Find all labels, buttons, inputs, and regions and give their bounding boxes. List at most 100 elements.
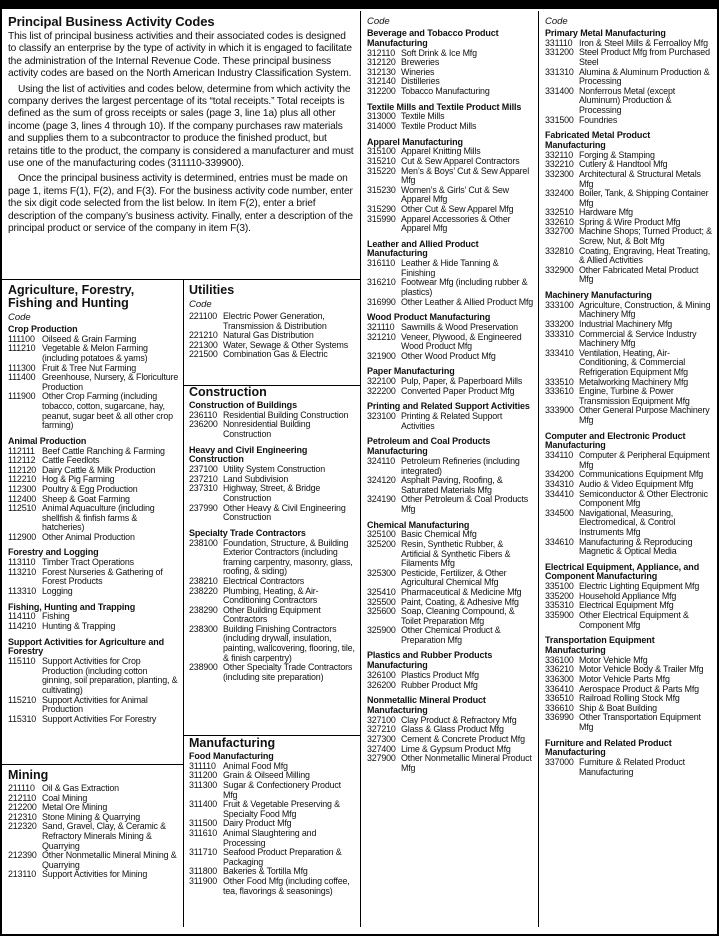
activity-description: Railroad Rolling Stock Mfg bbox=[579, 693, 680, 704]
activity-code-row: 221210 Natural Gas Distribution bbox=[189, 331, 356, 341]
activity-description: Other Chemical Product & Preparation Mfg bbox=[401, 625, 501, 645]
activity-group: Construction of Buildings 236110 Residenti… bbox=[189, 400, 356, 440]
activity-code-row: 321900 Other Wood Product Mfg bbox=[367, 351, 534, 362]
activity-code: 315210 bbox=[367, 155, 396, 166]
activity-code: 325900 bbox=[367, 625, 396, 636]
group-title: Plastics and Rubber Products Manufacturi… bbox=[367, 650, 493, 671]
activity-code-row: 324110 Petroleum Refineries (including in… bbox=[367, 456, 534, 476]
activity-description: Computer & Peripheral Equipment Mfg bbox=[579, 450, 710, 470]
activity-code-row: 325900 Other Chemical Product & Preparati… bbox=[367, 625, 534, 645]
activity-code: 315220 bbox=[367, 165, 396, 176]
activity-code-row: 332610 Spring & Wire Product Mfg bbox=[545, 217, 713, 228]
activity-description: Tobacco Manufacturing bbox=[401, 85, 490, 96]
activity-code-row: 327400 Lime & Gypsum Product Mfg bbox=[367, 743, 534, 755]
activity-description: Household Appliance Mfg bbox=[579, 590, 677, 601]
divider bbox=[2, 764, 183, 765]
group-title: Primary Metal Manufacturing bbox=[545, 28, 666, 38]
activity-code: 115110 bbox=[8, 656, 36, 667]
activity-code-row: 333310 Commercial & Service Industry Mach… bbox=[545, 329, 713, 349]
activity-code-row: 113310 Logging bbox=[8, 586, 179, 597]
activity-code-row: 332510 Hardware Mfg bbox=[545, 208, 713, 218]
activity-code: 112120 bbox=[8, 464, 37, 475]
activity-code-row: 321210 Veneer, Plywood, & Engineered Wood… bbox=[367, 332, 534, 352]
activity-code: 331500 bbox=[545, 114, 574, 125]
activity-description: Beef Cattle Ranching & Farming bbox=[42, 445, 165, 456]
activity-code-row: 236200 Nonresidential Building Constructi… bbox=[189, 420, 356, 439]
activity-description: Lime & Gypsum Product Mfg bbox=[401, 743, 511, 754]
activity-code-row: 333200 Industrial Machinery Mfg bbox=[545, 319, 713, 330]
activity-group: Food Manufacturing 311110 Animal Food Mfg 3… bbox=[189, 751, 356, 896]
activity-code-row: 311800 Bakeries & Tortilla Mfg bbox=[189, 867, 356, 877]
activity-code: 321110 bbox=[367, 322, 395, 333]
activity-code-row: 332900 Other Fabricated Metal Product Mfg bbox=[545, 265, 713, 285]
activity-code-row: 111210 Vegetable & Melon Farming (includi… bbox=[8, 344, 179, 363]
activity-code: 314000 bbox=[367, 120, 396, 131]
group-title: Specialty Trade Contractors bbox=[189, 527, 306, 538]
activity-code: 322100 bbox=[367, 376, 396, 387]
activity-code: 331400 bbox=[545, 85, 574, 96]
activity-code-row: 335900 Other Electrical Equipment & Compo… bbox=[545, 610, 713, 630]
group-title: Furniture and Related Product Manufactur… bbox=[545, 737, 672, 758]
activity-description: Boiler, Tank, & Shipping Container Mfg bbox=[579, 188, 709, 208]
activity-group: Electrical Equipment, Appliance, and Com… bbox=[545, 562, 713, 631]
activity-code: 332110 bbox=[545, 149, 574, 160]
activity-code-row: 115110 Support Activities for Crop Produc… bbox=[8, 656, 179, 695]
activity-group: Support Activities for Agriculture and F… bbox=[8, 637, 179, 725]
activity-code-row: 112112 Cattle Feedlots bbox=[8, 456, 179, 466]
manufacturing-continued-1: Code Beverage and Tobacco Product Manufac… bbox=[361, 14, 538, 779]
activity-description: Glass & Glass Product Mfg bbox=[401, 724, 504, 735]
activity-description: Other Nonmetallic Mineral Product Mfg bbox=[401, 753, 532, 773]
activity-code-row: 332210 Cutlery & Handtool Mfg bbox=[545, 160, 713, 170]
activity-group: Wood Product Manufacturing 321110 Sawmills… bbox=[367, 312, 534, 362]
activity-code-row: 311610 Animal Slaughtering and Processing bbox=[189, 828, 356, 848]
activity-code: 334410 bbox=[545, 488, 574, 499]
activity-group: Transportation Equipment Manufacturing 33… bbox=[545, 635, 713, 732]
activity-code: 336510 bbox=[545, 693, 574, 704]
activity-group: Beverage and Tobacco Product Manufacturi… bbox=[367, 28, 534, 97]
activity-code: 237210 bbox=[189, 473, 218, 484]
activity-code-row: 315100 Apparel Knitting Mills bbox=[367, 147, 534, 157]
activity-code: 327100 bbox=[367, 714, 396, 725]
activity-description: Stone Mining & Quarrying bbox=[42, 811, 141, 822]
activity-description: Sawmills & Wood Preservation bbox=[401, 322, 518, 333]
activity-code-row: 311110 Animal Food Mfg bbox=[189, 760, 356, 772]
activity-code-row: 332810 Coating, Engraving, Heat Treating,… bbox=[545, 246, 713, 266]
activity-description: Other Leather & Allied Product Mfg bbox=[401, 296, 534, 307]
activity-description: Pulp, Paper, & Paperboard Mills bbox=[401, 376, 523, 387]
activity-code: 325410 bbox=[367, 586, 396, 597]
activity-code: 315290 bbox=[367, 203, 396, 214]
activity-code: 311110 bbox=[189, 760, 216, 771]
activity-description: Sand, Gravel, Clay, & Ceramic & Refracto… bbox=[42, 821, 166, 851]
activity-description: Footwear Mfg (including rubber & plastic… bbox=[401, 277, 528, 298]
activity-code-row: 112510 Animal Aquaculture (including shel… bbox=[8, 503, 179, 533]
activity-code: 311800 bbox=[189, 866, 218, 877]
activity-code: 212390 bbox=[8, 850, 37, 861]
group-title: Heavy and Civil Engineering Construction bbox=[189, 444, 308, 465]
activity-code-row: 336100 Motor Vehicle Mfg bbox=[545, 655, 713, 666]
activity-code: 316990 bbox=[367, 296, 396, 307]
activity-description: Plumbing, Heating, & Air-Conditioning Co… bbox=[223, 585, 319, 606]
activity-code-row: 334410 Semiconductor & Other Electronic C… bbox=[545, 488, 713, 509]
activity-code: 112900 bbox=[8, 531, 37, 542]
activity-code-row: 237210 Land Subdivision bbox=[189, 473, 356, 485]
activity-description: Ship & Boat Building bbox=[579, 702, 657, 713]
activity-code: 238900 bbox=[189, 662, 218, 673]
activity-code: 332400 bbox=[545, 188, 574, 199]
activity-description: Electrical Contractors bbox=[223, 575, 305, 586]
activity-description: Building Finishing Contractors (includin… bbox=[223, 623, 355, 663]
activity-code: 334310 bbox=[545, 478, 574, 489]
activity-code: 111400 bbox=[8, 372, 36, 383]
group-title: Fishing, Hunting and Trapping bbox=[8, 601, 136, 612]
activity-code-row: 315290 Other Cut & Sew Apparel Mfg bbox=[367, 203, 534, 215]
activity-group: Primary Metal Manufacturing 331110 Iron & … bbox=[545, 28, 713, 125]
activity-group: Specialty Trade Contractors 238100 Foundat… bbox=[189, 527, 356, 683]
activity-code: 332210 bbox=[545, 159, 574, 170]
activity-code-row: 322100 Pulp, Paper, & Paperboard Mills bbox=[367, 377, 534, 387]
activity-code: 311200 bbox=[189, 770, 218, 781]
divider bbox=[2, 279, 360, 280]
activity-code-row: 322200 Converted Paper Product Mfg bbox=[367, 386, 534, 397]
activity-group: Nonmetallic Mineral Product Manufacturin… bbox=[367, 695, 534, 773]
activity-description: Oilseed & Grain Farming bbox=[42, 333, 137, 344]
activity-description: Engine, Turbine & Power Transmission Equ… bbox=[579, 386, 690, 406]
activity-description: Dairy Cattle & Milk Production bbox=[42, 464, 156, 475]
